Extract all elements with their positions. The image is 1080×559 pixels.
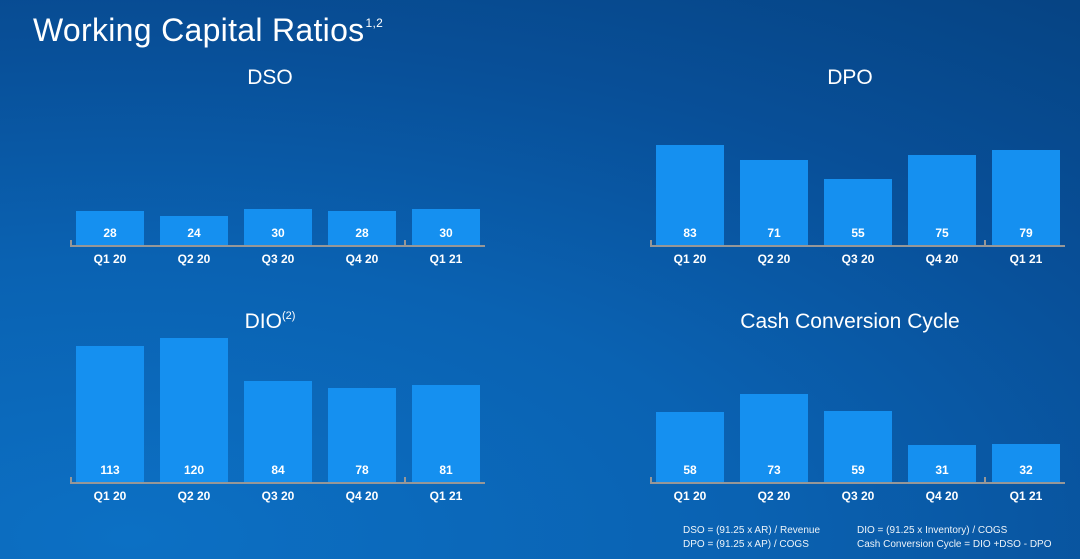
category-label: Q2 20	[757, 489, 791, 503]
bar-dio-q4-20	[328, 388, 396, 482]
x-axis-line	[70, 482, 485, 484]
bar-dpo-q3-20	[824, 179, 892, 245]
footnote-dpo-formula: DPO = (91.25 x AP) / COGS	[683, 539, 809, 550]
bar-value-label: 30	[271, 226, 285, 240]
bar-value-label: 55	[851, 226, 865, 240]
category-label: Q1 20	[93, 489, 127, 503]
slide-title: Working Capital Ratios1,2	[33, 12, 384, 49]
chart-title-text: Cash Conversion Cycle	[740, 310, 960, 333]
footnotes-right: DIO = (91.25 x Inventory) / COGS Cash Co…	[857, 524, 1052, 552]
axis-tick-start	[70, 240, 72, 246]
bar-dpo-q1-21	[992, 150, 1060, 245]
footnotes-left: DSO = (91.25 x AR) / Revenue DPO = (91.2…	[683, 524, 820, 552]
bar-value-label: 83	[683, 226, 697, 240]
bar-value-label: 73	[767, 463, 781, 477]
bar-value-label: 59	[851, 463, 865, 477]
category-label: Q4 20	[925, 489, 959, 503]
axis-tick-year-divider	[404, 240, 406, 246]
category-label: Q4 20	[345, 489, 379, 503]
category-label: Q2 20	[177, 252, 211, 266]
category-label: Q2 20	[177, 489, 211, 503]
axis-tick-start	[650, 477, 652, 483]
axis-tick-start	[70, 477, 72, 483]
bar-ccc-q3-20	[824, 411, 892, 482]
category-label: Q1 20	[673, 252, 707, 266]
chart-title-ccc: Cash Conversion Cycle	[640, 310, 1060, 334]
category-label: Q1 21	[429, 252, 463, 266]
chart-title-dpo: DPO	[640, 66, 1060, 90]
bar-dpo-q4-20	[908, 155, 976, 245]
chart-title-text: DIO	[244, 310, 282, 333]
chart-title-text: DPO	[827, 66, 873, 89]
category-label: Q1 21	[1009, 489, 1043, 503]
axis-tick-year-divider	[984, 240, 986, 246]
category-label: Q4 20	[925, 252, 959, 266]
bar-ccc-q1-20	[656, 412, 724, 482]
bar-value-label: 24	[187, 226, 201, 240]
bar-dso-q1-21	[412, 209, 480, 245]
bar-value-label: 31	[935, 463, 949, 477]
category-label: Q2 20	[757, 252, 791, 266]
chart-dso: DSO 28 Q1 20 24 Q2 20 30 Q3 20 28 Q4 20 30 Q1 21	[60, 60, 500, 290]
bar-value-label: 28	[103, 226, 117, 240]
bar-dso-q4-20	[328, 211, 396, 245]
x-axis-line	[70, 245, 485, 247]
chart-dio: DIO(2) 113 Q1 20 120 Q2 20 84 Q3 20 78 Q4 20 81 Q1…	[60, 297, 500, 527]
bar-value-label: 28	[355, 226, 369, 240]
category-label: Q1 21	[1009, 252, 1043, 266]
category-label: Q3 20	[261, 489, 295, 503]
bar-ccc-q2-20	[740, 394, 808, 482]
category-label: Q3 20	[841, 489, 875, 503]
chart-title-superscript: (2)	[281, 310, 296, 322]
chart-title-text: DSO	[247, 66, 293, 89]
bar-value-label: 32	[1019, 463, 1033, 477]
bar-value-label: 81	[439, 463, 453, 477]
slide-title-text: Working Capital Ratios	[33, 12, 365, 48]
category-label: Q3 20	[261, 252, 295, 266]
bar-value-label: 78	[355, 463, 369, 477]
category-label: Q1 20	[673, 489, 707, 503]
axis-tick-year-divider	[984, 477, 986, 483]
bar-ccc-q1-21	[992, 443, 1060, 482]
axis-tick-start	[650, 240, 652, 246]
bar-dso-q1-20	[76, 211, 144, 245]
chart-ccc: Cash Conversion Cycle 58 Q1 20 73 Q2 20 59 Q3 …	[640, 297, 1080, 527]
footnote-dio-formula: DIO = (91.25 x Inventory) / COGS	[857, 525, 1008, 536]
bar-dio-q2-20	[160, 338, 228, 482]
bar-value-label: 79	[1019, 226, 1033, 240]
bar-value-label: 30	[439, 226, 453, 240]
bar-dso-q3-20	[244, 209, 312, 245]
bar-dso-q2-20	[160, 216, 228, 245]
x-axis-line	[650, 482, 1065, 484]
x-axis-line	[650, 245, 1065, 247]
bar-value-label: 75	[935, 226, 949, 240]
category-label: Q4 20	[345, 252, 379, 266]
slide-title-superscript: 1,2	[365, 16, 384, 31]
chart-title-dso: DSO	[60, 66, 480, 90]
axis-tick-year-divider	[404, 477, 406, 483]
category-label: Q3 20	[841, 252, 875, 266]
bar-value-label: 120	[183, 463, 205, 477]
category-label: Q1 21	[429, 489, 463, 503]
bar-value-label: 71	[767, 226, 781, 240]
footnote-ccc-formula: Cash Conversion Cycle = DIO +DSO - DPO	[857, 539, 1052, 550]
category-label: Q1 20	[93, 252, 127, 266]
chart-dpo: DPO 83 Q1 20 71 Q2 20 55 Q3 20 75 Q4 20 79 Q1 21	[640, 60, 1080, 290]
bar-ccc-q4-20	[908, 444, 976, 482]
bar-value-label: 84	[271, 463, 285, 477]
bar-dio-q1-21	[412, 384, 480, 482]
bar-dio-q1-20	[76, 346, 144, 482]
bar-dpo-q1-20	[656, 145, 724, 245]
chart-title-dio: DIO(2)	[60, 310, 480, 334]
footnote-dso-formula: DSO = (91.25 x AR) / Revenue	[683, 525, 821, 536]
bar-value-label: 113	[100, 463, 120, 477]
bar-dpo-q2-20	[740, 159, 808, 245]
bar-value-label: 58	[683, 463, 697, 477]
bar-dio-q3-20	[244, 381, 312, 482]
